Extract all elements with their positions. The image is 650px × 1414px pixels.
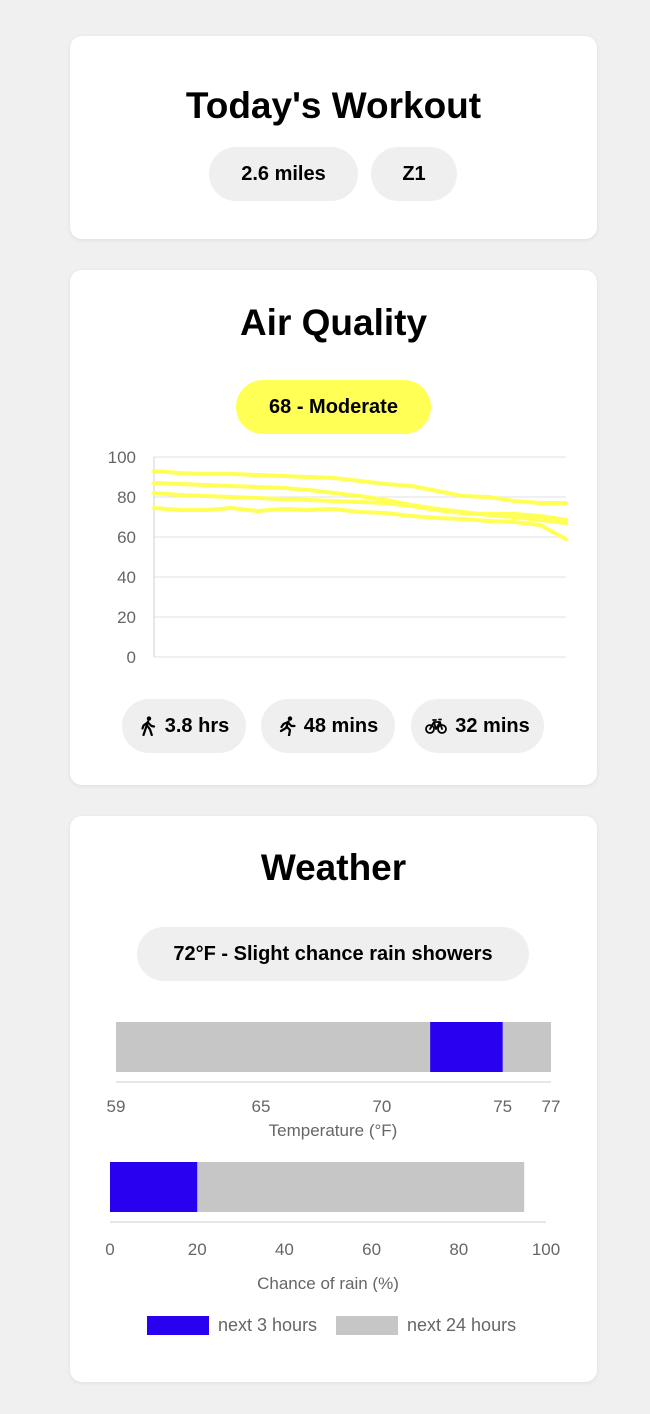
temperature-chart: 59 65 70 75 77 Temperature (°F) xyxy=(107,1022,561,1140)
legend-swatch-next-24-hours xyxy=(336,1316,398,1335)
rain-chance-x-tick-label: 40 xyxy=(275,1240,294,1259)
aq-series-line-1 xyxy=(152,469,568,505)
temperature-x-tick-label: 75 xyxy=(493,1097,512,1116)
walk-icon xyxy=(139,716,157,736)
distance-badge: 2.6 miles xyxy=(209,147,358,201)
weather-badge: 72°F - Slight chance rain showers xyxy=(137,927,529,981)
rain-chance-x-tick-label: 0 xyxy=(105,1240,114,1259)
aq-series-line-4 xyxy=(152,506,568,541)
rain-chance-x-tick-label: 20 xyxy=(188,1240,207,1259)
temperature-x-tick-label: 59 xyxy=(107,1097,126,1116)
weather-title: Weather xyxy=(260,847,407,888)
rain-chance-x-tick-label: 100 xyxy=(532,1240,560,1259)
air-quality-chart: 0 20 40 60 80 100 xyxy=(108,448,568,666)
aq-y-tick-label: 60 xyxy=(117,528,136,547)
rain-chance-x-tick-label: 80 xyxy=(449,1240,468,1259)
temperature-axis-title: Temperature (°F) xyxy=(269,1121,398,1140)
air-quality-badge: 68 - Moderate xyxy=(236,380,431,434)
temperature-x-tick-label: 65 xyxy=(252,1097,271,1116)
activity-run: 48 mins xyxy=(261,699,395,753)
aq-y-tick-label: 0 xyxy=(127,648,136,666)
chart-legend: next 3 hours next 24 hours xyxy=(147,1315,516,1335)
workout-card: Today's Workout 2.6 miles Z1 xyxy=(70,36,597,239)
activity-walk-value: 3.8 hrs xyxy=(164,714,230,737)
aq-y-tick-label: 100 xyxy=(108,448,136,467)
aq-y-tick-label: 20 xyxy=(117,608,136,627)
temperature-x-tick-label: 77 xyxy=(542,1097,561,1116)
workout-title: Today's Workout xyxy=(185,85,482,126)
activity-bike: 32 mins xyxy=(411,699,544,753)
aq-y-tick-label: 80 xyxy=(117,488,136,507)
zone-badge: Z1 xyxy=(371,147,457,201)
aq-series-line-3 xyxy=(152,491,568,522)
air-quality-title: Air Quality xyxy=(239,302,428,343)
run-icon xyxy=(278,716,296,736)
legend-swatch-next-3-hours xyxy=(147,1316,209,1335)
rain-chance-chart: 0 20 40 60 80 100 Chance of rain (%) xyxy=(105,1162,560,1292)
temperature-bar-next-3-hours xyxy=(430,1022,503,1072)
activity-run-value: 48 mins xyxy=(303,714,379,737)
activity-walk: 3.8 hrs xyxy=(122,699,246,753)
rain-chance-axis-title: Chance of rain (%) xyxy=(257,1274,399,1292)
temperature-x-tick-label: 70 xyxy=(372,1097,391,1116)
legend-label-next-24-hours: next 24 hours xyxy=(407,1315,516,1335)
legend-label-next-3-hours: next 3 hours xyxy=(218,1315,317,1335)
rain-chance-bar-next-3-hours xyxy=(110,1162,198,1212)
rain-chance-x-tick-label: 60 xyxy=(362,1240,381,1259)
air-quality-card: Air Quality 68 - Moderate 0 20 40 60 80 100 3… xyxy=(70,270,597,785)
weather-card: Weather 72°F - Slight chance rain shower… xyxy=(70,816,597,1382)
bike-icon xyxy=(425,718,448,734)
aq-y-tick-label: 40 xyxy=(117,568,136,587)
activity-bike-value: 32 mins xyxy=(455,714,530,737)
